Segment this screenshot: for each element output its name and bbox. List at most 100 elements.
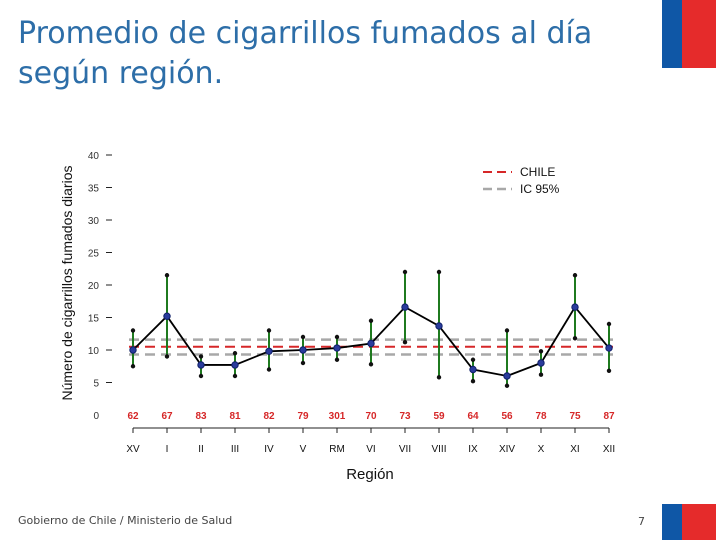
y-tick-label: 35 xyxy=(88,184,100,195)
y-tick-label: 20 xyxy=(88,281,100,292)
x-tick-label: X xyxy=(538,444,545,455)
x-tick-label: II xyxy=(198,444,204,455)
sample-size-label: 64 xyxy=(467,411,479,422)
flag-decoration-bottom xyxy=(662,504,716,540)
sample-size-label: 67 xyxy=(161,411,173,422)
y-tick-label: 0 xyxy=(93,411,99,422)
flag-red-stripe xyxy=(682,504,716,540)
x-tick-label: IX xyxy=(468,444,478,455)
ci-high-cap xyxy=(470,357,476,362)
x-tick-label: VII xyxy=(399,444,411,455)
x-tick-label: VI xyxy=(366,444,375,455)
sample-sizes: 62 67 83 81 82 79 301 70 73 59 64 56 78 75 87 xyxy=(127,411,615,422)
y-tick-label: 40 xyxy=(88,151,100,162)
y-axis-label: Número de cigarrillos fumados diarios xyxy=(59,166,75,401)
ci-high-cap xyxy=(164,273,170,278)
x-tick-label: RM xyxy=(329,444,345,455)
mean-point xyxy=(503,372,511,380)
x-tick-label: IV xyxy=(264,444,274,455)
page-number: 7 xyxy=(638,515,645,528)
ci-high-cap xyxy=(198,354,204,359)
mean-point xyxy=(299,346,307,354)
legend-chile-label: CHILE xyxy=(520,165,555,179)
mean-point xyxy=(333,344,341,352)
mean-series xyxy=(129,303,613,380)
sample-size-label: 75 xyxy=(569,411,581,422)
ci-low-cap xyxy=(368,362,374,367)
mean-point xyxy=(231,361,239,369)
sample-size-label: 59 xyxy=(433,411,445,422)
x-axis: XV I II III IV V RM VI VII VIII IX XIV X XI XII xyxy=(126,427,615,455)
flag-blue-stripe xyxy=(662,0,682,68)
mean-point xyxy=(367,339,375,348)
x-tick-label: III xyxy=(231,444,239,455)
ci-high-cap xyxy=(538,349,544,354)
ci-low-cap xyxy=(334,357,340,362)
ci-high-cap xyxy=(266,328,272,333)
sample-size-label: 56 xyxy=(501,411,513,422)
sample-size-label: 83 xyxy=(195,411,207,422)
sample-size-label: 79 xyxy=(297,411,309,422)
confidence-intervals xyxy=(130,269,612,388)
mean-point xyxy=(537,359,545,367)
legend-ic95-label: IC 95% xyxy=(520,182,560,196)
mean-point xyxy=(401,303,409,311)
y-tick-label: 15 xyxy=(88,314,100,325)
ci-low-cap xyxy=(198,373,204,379)
x-tick-label: XV xyxy=(126,444,140,455)
ci-high-cap xyxy=(368,318,374,323)
ci-low-cap xyxy=(606,368,612,373)
ci-low-cap xyxy=(538,372,544,377)
ci-low-cap xyxy=(504,383,510,388)
sample-size-label: 82 xyxy=(263,411,275,422)
x-tick-label: XI xyxy=(570,444,579,455)
ci-low-cap xyxy=(470,379,476,384)
x-tick-label: VIII xyxy=(431,444,446,455)
y-tick-label: 5 xyxy=(93,379,99,390)
x-tick-label: XIV xyxy=(499,444,515,455)
sample-size-label: 87 xyxy=(603,411,615,422)
mean-point xyxy=(605,344,613,352)
ci-low-cap xyxy=(300,360,306,366)
mean-point xyxy=(265,347,273,355)
x-tick-label: V xyxy=(300,444,307,455)
sample-size-label: 301 xyxy=(329,411,346,422)
y-axis: 0 5 10 15 20 25 30 35 40 xyxy=(88,151,112,422)
mean-point xyxy=(129,346,137,354)
ci-low-cap xyxy=(266,367,272,372)
ci-low-cap xyxy=(232,373,238,379)
ci-low-cap xyxy=(164,354,170,359)
ci-high-cap xyxy=(402,269,408,275)
mean-point xyxy=(435,322,443,330)
ci-low-cap xyxy=(130,364,136,369)
flag-blue-stripe xyxy=(662,504,682,540)
slide-title: Promedio de cigarrillos fumados al día s… xyxy=(18,16,593,91)
ci-high-cap xyxy=(606,321,612,327)
y-tick-label: 25 xyxy=(88,249,100,260)
ci-high-cap xyxy=(504,328,510,333)
ci-low-cap xyxy=(572,336,578,341)
y-tick-label: 10 xyxy=(88,346,100,357)
sample-size-label: 73 xyxy=(399,411,411,422)
x-tick-label: I xyxy=(166,444,169,455)
ci-high-cap xyxy=(130,328,136,333)
footer-text: Gobierno de Chile / Ministerio de Salud xyxy=(18,514,233,527)
mean-point xyxy=(469,365,477,374)
x-tick-label: XII xyxy=(603,444,615,455)
sample-size-label: 70 xyxy=(365,411,377,422)
sample-size-label: 62 xyxy=(127,411,139,422)
sample-size-label: 81 xyxy=(229,411,241,422)
x-axis-label: Región xyxy=(346,466,394,483)
legend: CHILE IC 95% xyxy=(483,165,560,196)
ci-low-cap xyxy=(402,340,408,345)
ci-high-cap xyxy=(334,334,340,340)
ci-high-cap xyxy=(436,269,442,275)
flag-red-stripe xyxy=(682,0,716,68)
mean-point xyxy=(197,361,205,369)
y-tick-label: 30 xyxy=(88,216,100,227)
ci-low-cap xyxy=(436,375,442,380)
sample-size-label: 78 xyxy=(535,411,547,422)
ci-high-cap xyxy=(572,273,578,278)
flag-decoration-top xyxy=(662,0,716,68)
